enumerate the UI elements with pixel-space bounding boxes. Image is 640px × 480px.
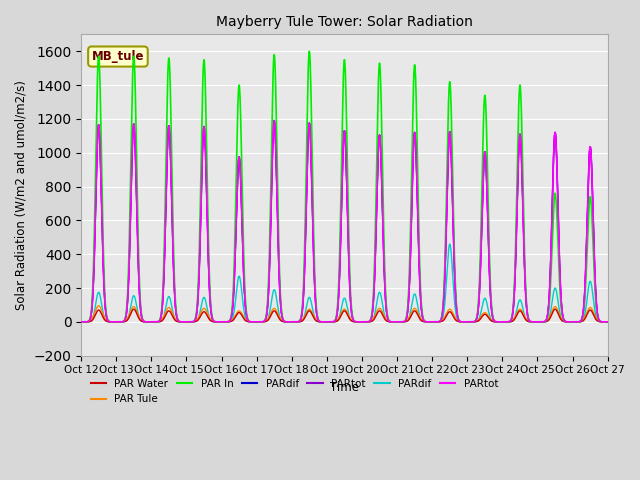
Title: Mayberry Tule Tower: Solar Radiation: Mayberry Tule Tower: Solar Radiation bbox=[216, 15, 473, 29]
Legend: PAR Water, PAR Tule, PAR In, PARdif, PARtot, PARdif, PARtot: PAR Water, PAR Tule, PAR In, PARdif, PAR… bbox=[86, 375, 502, 408]
X-axis label: Time: Time bbox=[330, 381, 359, 394]
Y-axis label: Solar Radiation (W/m2 and umol/m2/s): Solar Radiation (W/m2 and umol/m2/s) bbox=[15, 80, 28, 310]
Text: MB_tule: MB_tule bbox=[92, 50, 144, 63]
